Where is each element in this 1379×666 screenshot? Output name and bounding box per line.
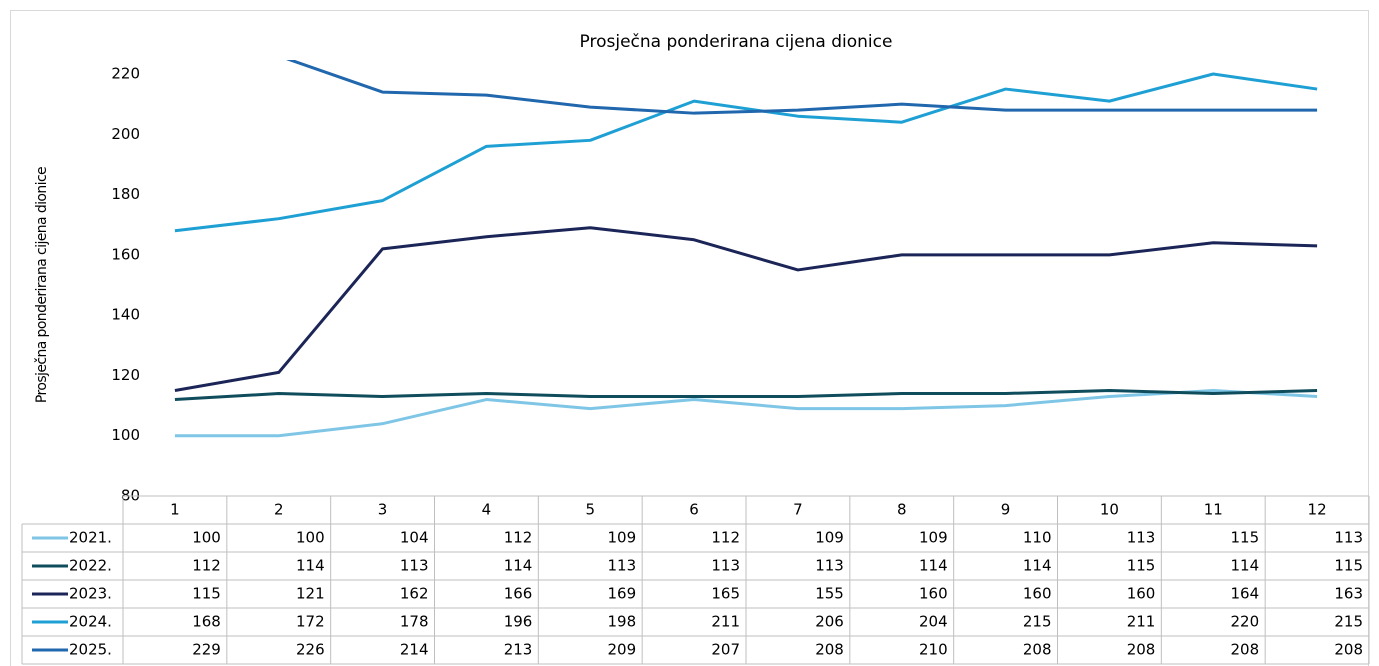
table-value: 113 (1334, 529, 1363, 547)
table-value: 113 (815, 557, 844, 575)
table-value: 172 (296, 613, 325, 631)
table-value: 164 (1231, 585, 1260, 603)
table-value: 178 (400, 613, 429, 631)
y-tick-label: 220 (111, 65, 140, 83)
x-tick-label: 5 (585, 501, 595, 519)
table-value: 163 (1334, 585, 1363, 603)
table-value: 112 (711, 529, 740, 547)
x-tick-label: 8 (897, 501, 907, 519)
table-value: 109 (608, 529, 637, 547)
x-tick-label: 9 (1001, 501, 1011, 519)
table-value: 215 (1334, 613, 1363, 631)
y-tick-label: 100 (111, 426, 140, 444)
table-value: 196 (504, 613, 533, 631)
series-line (174, 226, 1318, 392)
table-value: 113 (608, 557, 637, 575)
legend-label: 2024. (69, 613, 112, 631)
x-tick-label: 11 (1204, 501, 1223, 519)
table-value: 115 (1334, 557, 1363, 575)
y-tick-label: 140 (111, 306, 140, 324)
table-value: 214 (400, 641, 429, 659)
legend-label: 2021. (69, 529, 112, 547)
x-tick-label: 1 (170, 501, 180, 519)
table-value: 207 (711, 641, 740, 659)
table-value: 211 (1127, 613, 1156, 631)
series-line (174, 389, 1318, 402)
y-axis-label: Prosječna ponderirana cijena dionice (34, 167, 50, 403)
table-value: 114 (296, 557, 325, 575)
table-value: 209 (608, 641, 637, 659)
table-value: 208 (1023, 641, 1052, 659)
x-tick-label: 7 (793, 501, 803, 519)
y-tick-label: 160 (111, 245, 140, 263)
x-tick-label: 6 (689, 501, 699, 519)
table-value: 226 (296, 641, 325, 659)
y-tick-label: 180 (111, 185, 140, 203)
table-value: 215 (1023, 613, 1052, 631)
table-value: 208 (1231, 641, 1260, 659)
table-value: 213 (504, 641, 533, 659)
table-value: 112 (192, 557, 221, 575)
table-value: 211 (711, 613, 740, 631)
x-tick-label: 10 (1100, 501, 1119, 519)
table-value: 100 (296, 529, 325, 547)
table-value: 229 (192, 641, 221, 659)
table-value: 110 (1023, 529, 1052, 547)
table-value: 113 (1127, 529, 1156, 547)
chart-title: Prosječna ponderirana cijena dionice (580, 32, 893, 52)
legend-label: 2025. (69, 641, 112, 659)
table-value: 160 (919, 585, 948, 603)
table-value: 114 (1231, 557, 1260, 575)
table-value: 115 (1127, 557, 1156, 575)
table-value: 160 (1023, 585, 1052, 603)
table-value: 208 (1127, 641, 1156, 659)
x-tick-label: 2 (274, 501, 284, 519)
legend-label: 2022. (69, 557, 112, 575)
table-value: 113 (711, 557, 740, 575)
x-tick-label: 3 (378, 501, 388, 519)
series-line (174, 389, 1318, 438)
table-value: 165 (711, 585, 740, 603)
table-value: 109 (815, 529, 844, 547)
table-value: 100 (192, 529, 221, 547)
table-value: 208 (1334, 641, 1363, 659)
table-value: 113 (400, 557, 429, 575)
table-value: 155 (815, 585, 844, 603)
table-value: 112 (504, 529, 533, 547)
legend-label: 2023. (69, 585, 112, 603)
y-tick-label: 200 (111, 125, 140, 143)
table-value: 162 (400, 585, 429, 603)
table-value: 104 (400, 529, 429, 547)
table-value: 204 (919, 613, 948, 631)
y-tick-label: 120 (111, 366, 140, 384)
table-value: 115 (192, 585, 221, 603)
table-value: 114 (504, 557, 533, 575)
table-value: 109 (919, 529, 948, 547)
x-tick-label: 12 (1308, 501, 1327, 519)
table-value: 210 (919, 641, 948, 659)
table-value: 114 (919, 557, 948, 575)
series-line (174, 72, 1318, 233)
table-value: 121 (296, 585, 325, 603)
plot-lines (174, 60, 1318, 438)
table-value: 169 (608, 585, 637, 603)
x-tick-label: 4 (482, 501, 492, 519)
table-value: 166 (504, 585, 533, 603)
table-value: 206 (815, 613, 844, 631)
table-value: 114 (1023, 557, 1052, 575)
chart-frame (10, 10, 1369, 666)
table-value: 208 (815, 641, 844, 659)
series-line (285, 60, 1318, 115)
table-value: 115 (1231, 529, 1260, 547)
table-value: 220 (1231, 613, 1260, 631)
table-value: 160 (1127, 585, 1156, 603)
table-value: 198 (608, 613, 637, 631)
table-value: 168 (192, 613, 221, 631)
